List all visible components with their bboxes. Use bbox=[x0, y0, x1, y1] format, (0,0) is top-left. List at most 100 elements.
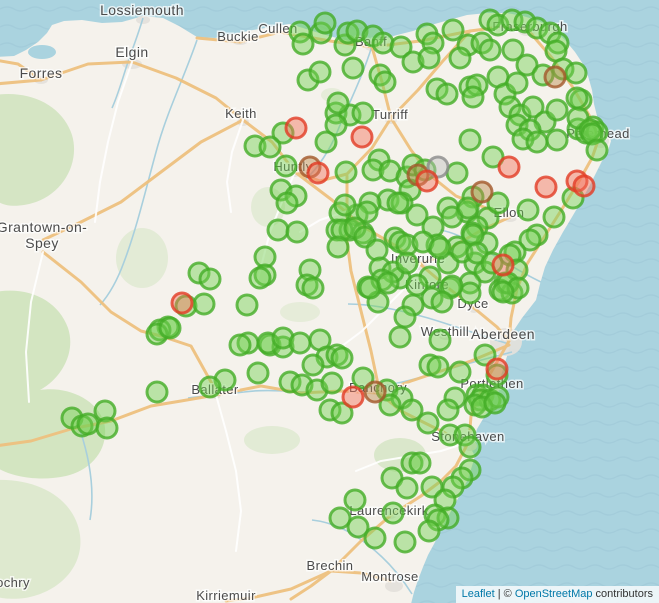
map-marker-green[interactable] bbox=[417, 519, 441, 543]
map-marker-green[interactable] bbox=[158, 316, 182, 340]
map-marker-green[interactable] bbox=[585, 138, 609, 162]
map-marker-green[interactable] bbox=[430, 290, 454, 314]
map-marker-green[interactable] bbox=[470, 395, 494, 419]
map-marker-green[interactable] bbox=[395, 476, 419, 500]
map-marker-green[interactable] bbox=[393, 530, 417, 554]
map-marker-green[interactable] bbox=[405, 203, 429, 227]
map-marker-green[interactable] bbox=[428, 328, 452, 352]
map-marker-green[interactable] bbox=[518, 228, 542, 252]
map-marker-green[interactable] bbox=[314, 130, 338, 154]
map-marker-green[interactable] bbox=[333, 193, 357, 217]
map-marker-green[interactable] bbox=[521, 95, 545, 119]
map-marker-green[interactable] bbox=[564, 61, 588, 85]
map-marker-green[interactable] bbox=[381, 501, 405, 525]
map-marker-green[interactable] bbox=[426, 355, 450, 379]
map-marker-green[interactable] bbox=[198, 375, 222, 399]
map-marker-green[interactable] bbox=[441, 18, 465, 42]
map-marker-green[interactable] bbox=[458, 435, 482, 459]
map-marker-green[interactable] bbox=[228, 333, 252, 357]
map-marker-green[interactable] bbox=[266, 218, 290, 242]
map-marker-green[interactable] bbox=[346, 515, 370, 539]
map-marker-green[interactable] bbox=[313, 11, 337, 35]
map-marker-green[interactable] bbox=[525, 130, 549, 154]
map-marker-green[interactable] bbox=[416, 411, 440, 435]
map-marker-green[interactable] bbox=[445, 161, 469, 185]
map-marker-green[interactable] bbox=[95, 416, 119, 440]
map-marker-green[interactable] bbox=[516, 198, 540, 222]
map-marker-green[interactable] bbox=[428, 236, 452, 260]
map-marker-red[interactable] bbox=[306, 161, 330, 185]
map-marker-green[interactable] bbox=[192, 292, 216, 316]
map-marker-green[interactable] bbox=[373, 70, 397, 94]
map-marker-green[interactable] bbox=[76, 412, 100, 436]
map-marker-green[interactable] bbox=[448, 360, 472, 384]
map-marker-green[interactable] bbox=[513, 10, 537, 34]
map-marker-green[interactable] bbox=[301, 276, 325, 300]
map-marker-red[interactable] bbox=[341, 385, 365, 409]
map-marker-red[interactable] bbox=[170, 291, 194, 315]
map-marker-green[interactable] bbox=[330, 401, 354, 425]
map-marker-red[interactable] bbox=[350, 125, 374, 149]
map-marker-green[interactable] bbox=[187, 261, 211, 285]
map-marker-green[interactable] bbox=[275, 191, 299, 215]
map-marker-green[interactable] bbox=[376, 271, 400, 295]
map-marker-green[interactable] bbox=[545, 128, 569, 152]
map-marker-red[interactable] bbox=[491, 253, 515, 277]
map-marker-green[interactable] bbox=[491, 280, 515, 304]
map-marker-green[interactable] bbox=[308, 60, 332, 84]
map-marker-green[interactable] bbox=[361, 158, 385, 182]
map-marker-green[interactable] bbox=[285, 220, 309, 244]
map-marker-green[interactable] bbox=[341, 56, 365, 80]
map-marker-green[interactable] bbox=[408, 451, 432, 475]
map-marker-red[interactable] bbox=[485, 357, 509, 381]
map-marker-green[interactable] bbox=[248, 266, 272, 290]
map-marker-green[interactable] bbox=[145, 380, 169, 404]
map-marker-green[interactable] bbox=[288, 331, 312, 355]
map-marker-green[interactable] bbox=[291, 32, 315, 56]
map-marker-red[interactable] bbox=[572, 174, 596, 198]
map-marker-green[interactable] bbox=[395, 251, 419, 275]
map-marker-green[interactable] bbox=[478, 38, 502, 62]
osm-link[interactable]: OpenStreetMap bbox=[514, 587, 593, 600]
map-marker-green[interactable] bbox=[198, 267, 222, 291]
map-marker-green[interactable] bbox=[301, 353, 325, 377]
map-marker-green[interactable] bbox=[355, 200, 379, 224]
map-marker-brown[interactable] bbox=[543, 65, 567, 89]
map-marker-green[interactable] bbox=[274, 154, 298, 178]
map-marker-green[interactable] bbox=[525, 16, 549, 40]
map-marker-green[interactable] bbox=[453, 423, 477, 447]
map-marker-green[interactable] bbox=[388, 325, 412, 349]
map-marker-green[interactable] bbox=[334, 160, 358, 184]
map-marker-green[interactable] bbox=[542, 205, 566, 229]
map-marker-green[interactable] bbox=[481, 145, 505, 169]
map-marker-green[interactable] bbox=[461, 85, 485, 109]
map-marker-green[interactable] bbox=[485, 363, 509, 387]
map-marker-green[interactable] bbox=[378, 393, 402, 417]
map-marker-green[interactable] bbox=[448, 46, 472, 70]
map-marker-green[interactable] bbox=[271, 121, 295, 145]
map-marker-green[interactable] bbox=[328, 506, 352, 530]
map-marker-green[interactable] bbox=[363, 526, 387, 550]
map-marker-green[interactable] bbox=[405, 273, 429, 297]
map-marker-red[interactable] bbox=[534, 175, 558, 199]
map-marker-brown[interactable] bbox=[470, 180, 494, 204]
map-marker-green[interactable] bbox=[456, 196, 480, 220]
map-marker-green[interactable] bbox=[351, 101, 375, 125]
map-marker-red[interactable] bbox=[415, 169, 439, 193]
map-marker-green[interactable] bbox=[400, 451, 424, 475]
map-marker-green[interactable] bbox=[343, 488, 367, 512]
map-marker-green[interactable] bbox=[235, 293, 259, 317]
map-marker-green[interactable] bbox=[386, 191, 410, 215]
map-marker-green[interactable] bbox=[326, 235, 350, 259]
map-marker-green[interactable] bbox=[435, 82, 459, 106]
map-marker-green[interactable] bbox=[246, 361, 270, 385]
map-marker-green[interactable] bbox=[389, 35, 413, 59]
map-marker-red[interactable] bbox=[497, 155, 521, 179]
leaflet-link[interactable]: Leaflet bbox=[461, 587, 495, 600]
map-marker-green[interactable] bbox=[326, 91, 350, 115]
map-marker-green[interactable] bbox=[296, 68, 320, 92]
map-marker-green[interactable] bbox=[324, 113, 348, 137]
map-marker-green[interactable] bbox=[443, 386, 467, 410]
map-marker-green[interactable] bbox=[501, 38, 525, 62]
